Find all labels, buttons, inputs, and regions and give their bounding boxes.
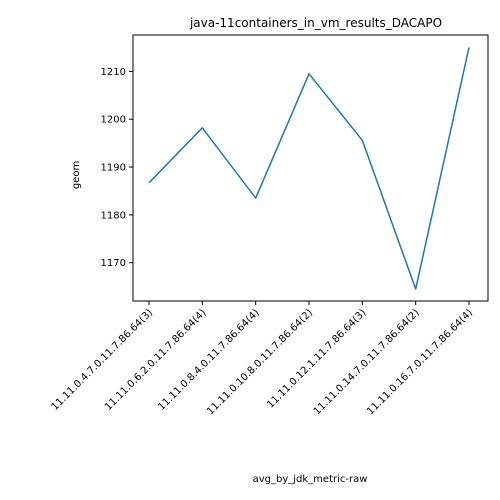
y-axis-title: geom bbox=[71, 161, 82, 189]
y-tick-label: 1180 bbox=[101, 210, 126, 221]
chart-title: java-11containers_in_vm_results_DACAPO bbox=[189, 16, 442, 30]
series-line bbox=[148, 47, 470, 290]
y-tick-label: 1200 bbox=[101, 115, 126, 126]
y-tick-label: 1190 bbox=[101, 163, 126, 174]
y-tick-label: 1170 bbox=[101, 258, 126, 269]
x-axis-title: avg_by_jdk_metric-raw bbox=[253, 474, 368, 485]
plot-frame bbox=[132, 34, 489, 302]
y-tick-label: 1210 bbox=[101, 67, 126, 78]
